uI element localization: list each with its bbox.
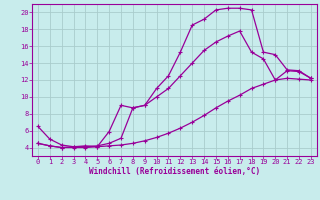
X-axis label: Windchill (Refroidissement éolien,°C): Windchill (Refroidissement éolien,°C)	[89, 167, 260, 176]
